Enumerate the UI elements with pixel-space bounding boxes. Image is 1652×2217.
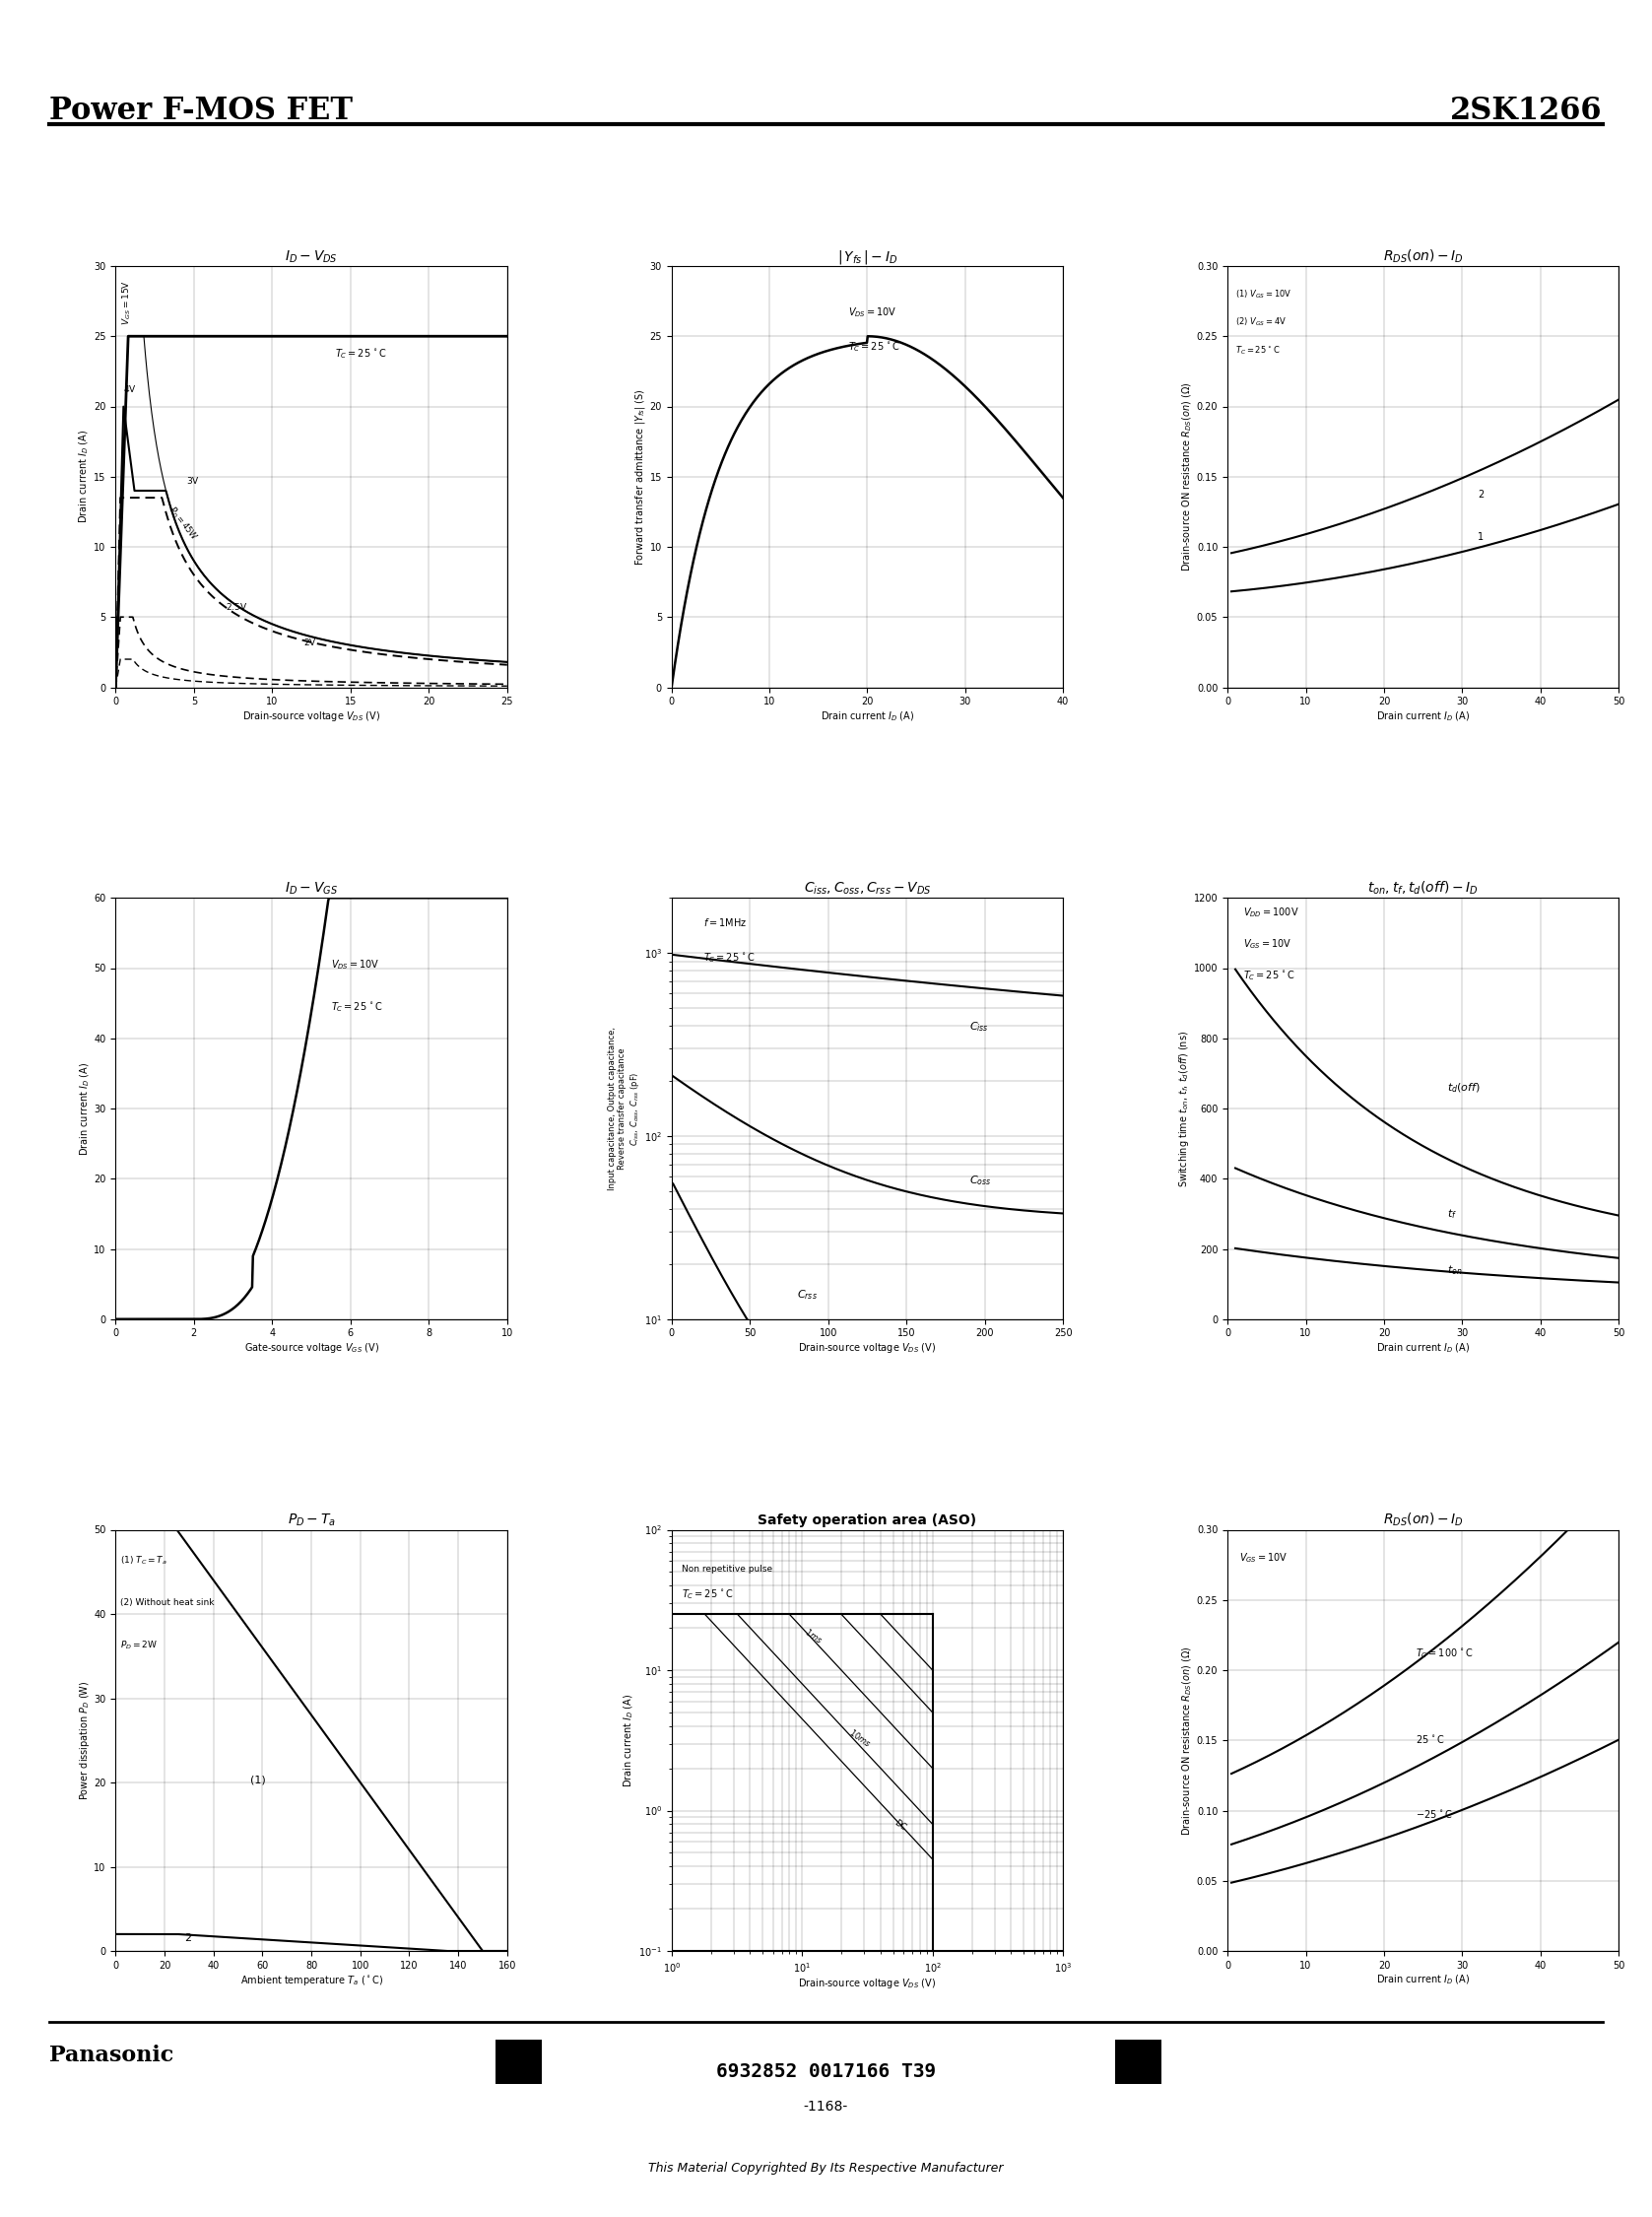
Title: $R_{DS}(on)-I_D$: $R_{DS}(on)-I_D$ [1383,1512,1464,1528]
Text: Power F-MOS FET: Power F-MOS FET [50,95,354,126]
Text: 1: 1 [1479,532,1483,541]
Text: $t_d(off)$: $t_d(off)$ [1447,1082,1480,1095]
Text: $C_{oss}$: $C_{oss}$ [970,1173,991,1188]
Text: $V_{GS}=10\mathrm{V}$: $V_{GS}=10\mathrm{V}$ [1242,938,1292,951]
X-axis label: Drain current $I_D$ (A): Drain current $I_D$ (A) [1376,1341,1470,1355]
Text: $V_{GS}=15\mathrm{V}$: $V_{GS}=15\mathrm{V}$ [121,282,132,326]
Text: (1) $T_C=T_a$: (1) $T_C=T_a$ [121,1554,167,1567]
Text: $-25\,^\circ\mathrm{C}$: $-25\,^\circ\mathrm{C}$ [1416,1807,1452,1820]
Text: $T_C=25\,^\circ\mathrm{C}$: $T_C=25\,^\circ\mathrm{C}$ [682,1587,733,1601]
Text: $25\,^\circ\mathrm{C}$: $25\,^\circ\mathrm{C}$ [1416,1734,1444,1745]
Text: 2: 2 [1479,490,1483,499]
Title: $I_D-V_{GS}$: $I_D-V_{GS}$ [284,880,339,896]
Text: $V_{DS}=10\mathrm{V}$: $V_{DS}=10\mathrm{V}$ [330,958,380,971]
Text: $C_{iss}$: $C_{iss}$ [970,1020,988,1033]
Text: $f=1\mathrm{MHz}$: $f=1\mathrm{MHz}$ [702,916,747,929]
Text: $T_C=25\,^\circ\mathrm{C}$: $T_C=25\,^\circ\mathrm{C}$ [847,341,899,355]
Text: $P_D=2\mathrm{W}$: $P_D=2\mathrm{W}$ [121,1638,159,1652]
Y-axis label: Switching time $t_{on}$, $t_f$, $t_d(off)$ (ns): Switching time $t_{on}$, $t_f$, $t_d(off… [1178,1031,1191,1186]
Text: $4\mathrm{V}$: $4\mathrm{V}$ [124,384,137,395]
Text: $C_{rss}$: $C_{rss}$ [796,1288,818,1301]
Text: 2SK1266: 2SK1266 [1450,95,1602,126]
Text: Panasonic: Panasonic [50,2044,173,2066]
Y-axis label: Input capacitance, Output capacitance,
Reverse transfer capacitance
$C_{iss}$, $: Input capacitance, Output capacitance, R… [608,1026,641,1191]
Y-axis label: Drain-source ON resistance $R_{DS}(on)$ ($\Omega$): Drain-source ON resistance $R_{DS}(on)$ … [1181,381,1194,572]
Title: Safety operation area (ASO): Safety operation area (ASO) [758,1514,976,1528]
Text: $t_f$: $t_f$ [1447,1208,1457,1222]
Text: $T_C=25\,^\circ\mathrm{C}$: $T_C=25\,^\circ\mathrm{C}$ [702,951,755,964]
Text: 2: 2 [183,1933,192,1942]
Text: $2\mathrm{V}$: $2\mathrm{V}$ [304,636,317,647]
Text: $V_{DD}=100\mathrm{V}$: $V_{DD}=100\mathrm{V}$ [1242,905,1298,920]
Text: $10ms$: $10ms$ [847,1727,874,1749]
Title: $R_{DS}(on)-I_D$: $R_{DS}(on)-I_D$ [1383,248,1464,264]
X-axis label: Drain-source voltage $V_{DS}$ (V): Drain-source voltage $V_{DS}$ (V) [243,709,380,723]
Text: (2) Without heat sink: (2) Without heat sink [121,1598,215,1607]
Text: (1): (1) [249,1774,266,1785]
Text: $P_D=45\mathrm{W}$: $P_D=45\mathrm{W}$ [165,503,200,543]
X-axis label: Drain-source voltage $V_{DS}$ (V): Drain-source voltage $V_{DS}$ (V) [798,1978,937,1991]
Y-axis label: Drain-source ON resistance $R_{DS}(on)$ ($\Omega$): Drain-source ON resistance $R_{DS}(on)$ … [1181,1645,1194,1836]
Y-axis label: Drain current $I_D$ (A): Drain current $I_D$ (A) [78,430,91,523]
Text: DC: DC [892,1818,907,1833]
Title: $|\,Y_{fs}\,|-I_D$: $|\,Y_{fs}\,|-I_D$ [838,248,897,266]
Text: -1168-: -1168- [805,2099,847,2113]
Bar [496,2040,542,2084]
Title: $C_{iss}, C_{oss}, C_{rss}-V_{DS}$: $C_{iss}, C_{oss}, C_{rss}-V_{DS}$ [803,880,932,896]
Title: $I_D-V_{DS}$: $I_D-V_{DS}$ [284,248,339,264]
Text: (2) $V_{GS}=4\mathrm{V}$: (2) $V_{GS}=4\mathrm{V}$ [1236,317,1287,328]
Text: Non repetitive pulse: Non repetitive pulse [682,1565,773,1574]
Y-axis label: Drain current $I_D$ (A): Drain current $I_D$ (A) [623,1694,636,1787]
Text: $3\mathrm{V}$: $3\mathrm{V}$ [187,474,200,486]
X-axis label: Drain-source voltage $V_{DS}$ (V): Drain-source voltage $V_{DS}$ (V) [798,1341,937,1355]
X-axis label: Gate-source voltage $V_{GS}$ (V): Gate-source voltage $V_{GS}$ (V) [244,1341,378,1355]
X-axis label: Drain current $I_D$ (A): Drain current $I_D$ (A) [821,709,914,723]
Text: $T_C=100\,^\circ\mathrm{C}$: $T_C=100\,^\circ\mathrm{C}$ [1416,1647,1474,1661]
Text: (1) $V_{GS}=10\mathrm{V}$: (1) $V_{GS}=10\mathrm{V}$ [1236,288,1292,299]
X-axis label: Drain current $I_D$ (A): Drain current $I_D$ (A) [1376,1973,1470,1986]
Text: $V_{GS}=10\mathrm{V}$: $V_{GS}=10\mathrm{V}$ [1239,1550,1289,1565]
Text: This Material Copyrighted By Its Respective Manufacturer: This Material Copyrighted By Its Respect… [649,2162,1003,2175]
Text: $T_C=25\,^\circ\mathrm{C}$: $T_C=25\,^\circ\mathrm{C}$ [1242,969,1295,982]
Text: 6932852 0017166 T39: 6932852 0017166 T39 [715,2062,937,2080]
Y-axis label: Power dissipation $P_D$ (W): Power dissipation $P_D$ (W) [78,1680,91,1800]
Text: $2.5\mathrm{V}$: $2.5\mathrm{V}$ [225,601,248,612]
Bar [1115,2040,1161,2084]
Y-axis label: Drain current $I_D$ (A): Drain current $I_D$ (A) [78,1062,91,1155]
Text: $T_C=25\,^\circ\mathrm{C}$: $T_C=25\,^\circ\mathrm{C}$ [1236,344,1280,357]
Text: $V_{DS}=10\mathrm{V}$: $V_{DS}=10\mathrm{V}$ [847,306,897,319]
Text: $T_C=25\,^\circ\mathrm{C}$: $T_C=25\,^\circ\mathrm{C}$ [330,1000,383,1013]
X-axis label: Drain current $I_D$ (A): Drain current $I_D$ (A) [1376,709,1470,723]
Title: $P_D-T_a$: $P_D-T_a$ [287,1512,335,1528]
Text: $1ms$: $1ms$ [803,1625,824,1645]
Y-axis label: Forward transfer admittance $|Y_{fs}|$ (S): Forward transfer admittance $|Y_{fs}|$ (… [633,388,648,565]
Title: $t_{on}, t_f, t_d(off)-I_D$: $t_{on}, t_f, t_d(off)-I_D$ [1368,880,1479,896]
Text: $t_{on}$: $t_{on}$ [1447,1264,1462,1277]
X-axis label: Ambient temperature $T_a$ ($^\circ$C): Ambient temperature $T_a$ ($^\circ$C) [240,1973,383,1986]
Text: $T_C=25\,^\circ\mathrm{C}$: $T_C=25\,^\circ\mathrm{C}$ [335,348,387,361]
